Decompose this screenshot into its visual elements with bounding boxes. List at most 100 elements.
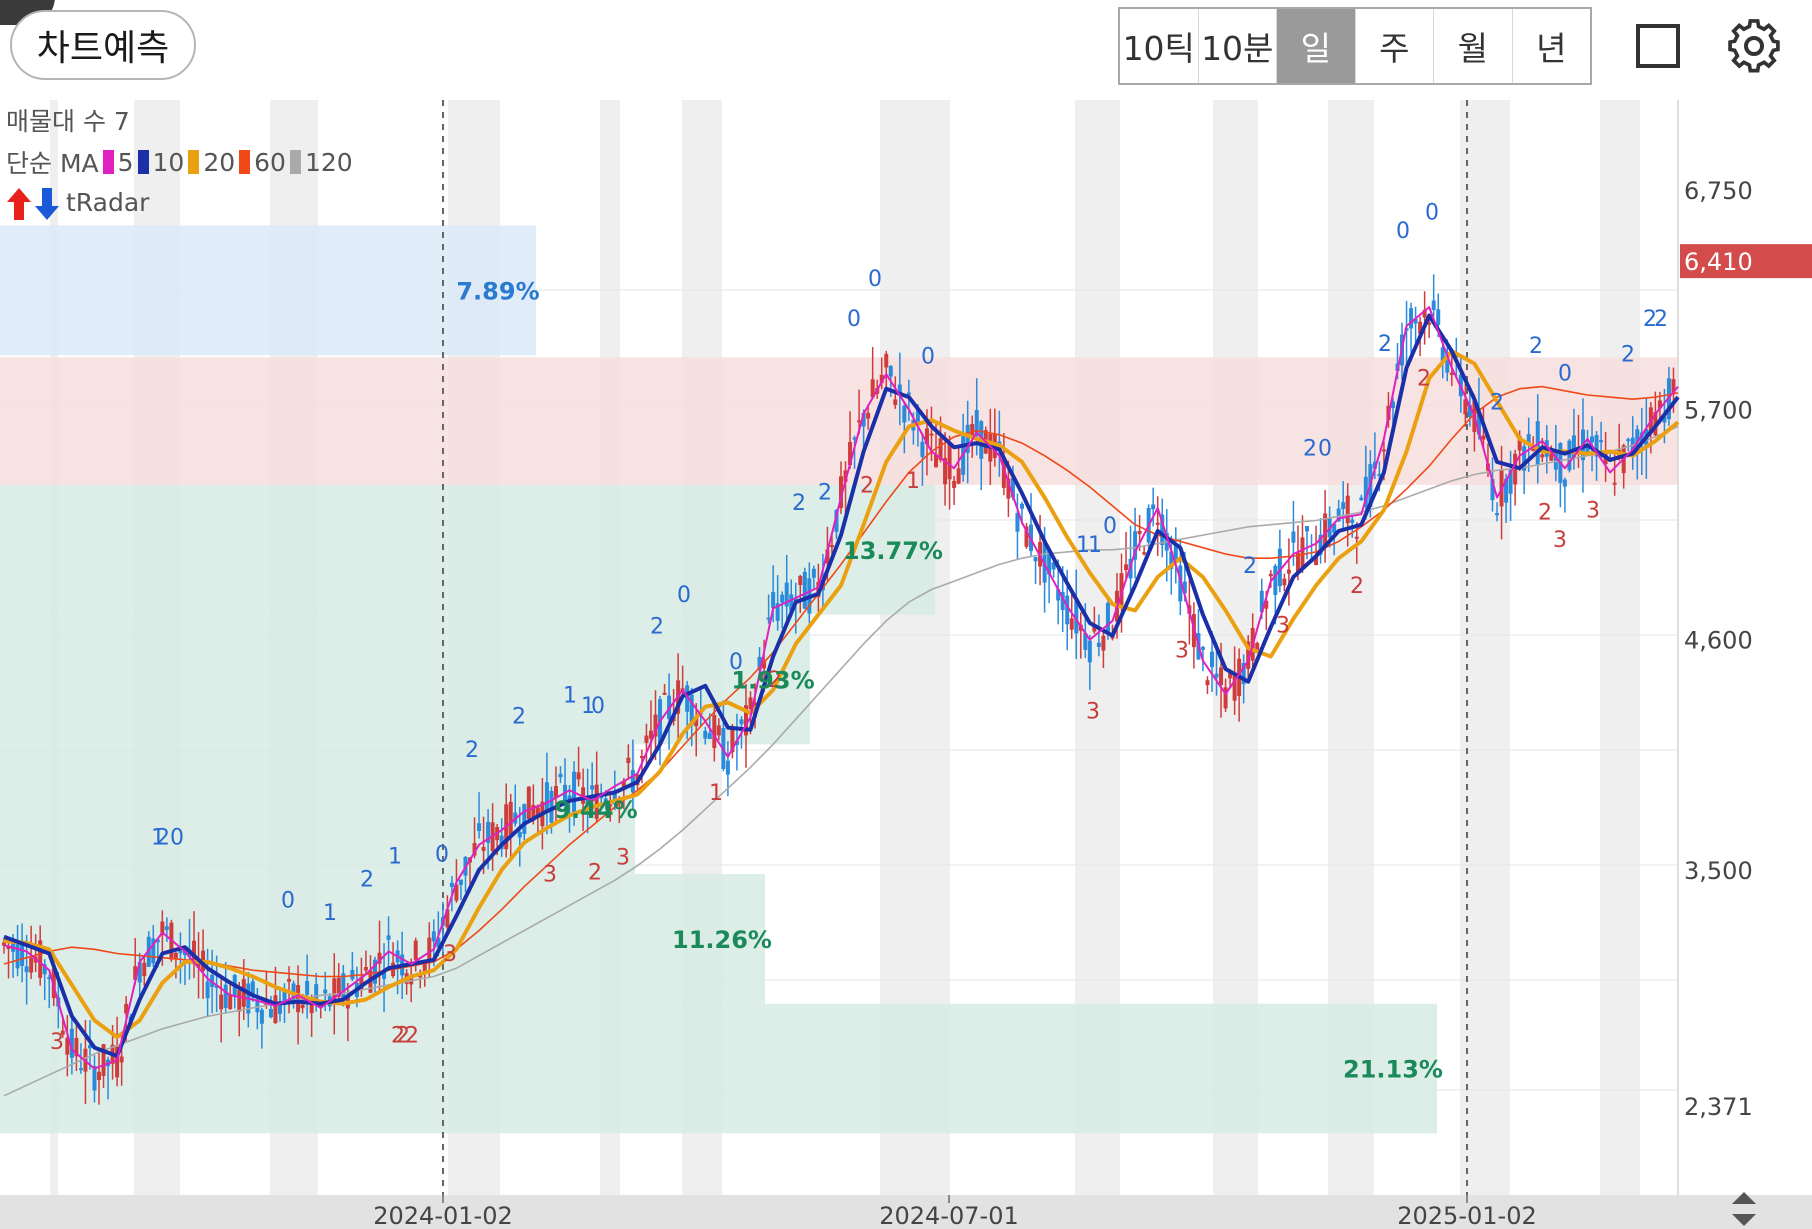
volume-zone-percent: 21.13% [1343,1056,1443,1084]
tradar-signal: 0 [921,345,935,370]
candle-body [178,950,183,954]
candle-body [449,882,454,887]
candle-body [1151,504,1156,510]
candle-body [1065,595,1070,625]
candle-body [1422,309,1427,318]
volume-profile-legend: 매물대 수 7 [6,107,130,136]
x-axis-strip [0,1195,1812,1229]
fullscreen-square-icon[interactable] [1636,24,1680,68]
candle-body [1418,321,1423,334]
ma20-line [3,349,1680,1040]
candle-body [1286,569,1291,574]
candle-body [146,936,151,967]
ma-legend-title: 단순 MA [6,149,99,178]
candle-body [1241,663,1246,685]
candle-body [1639,432,1644,443]
period-tab-10min[interactable]: 10분 [1199,9,1277,83]
tradar-signal: 2 [1350,574,1364,599]
candle-body [1214,673,1219,678]
candle-body [870,379,875,398]
candle-body [630,770,635,793]
tradar-signal: 2 [1378,332,1392,357]
candle-body [947,443,952,480]
tradar-signal: 1 [581,694,595,719]
tradar-signal: 0 [1425,200,1439,225]
candle-body [535,807,540,818]
candle-body [445,909,450,928]
tradar-signal: 2 [1529,334,1543,359]
y-tick-label: 6,750 [1684,177,1753,205]
candle-body [1205,680,1210,686]
period-tab-year[interactable]: 년 [1536,29,1567,68]
candle-body [572,771,577,816]
candle-body [924,428,929,445]
tradar-signal: 3 [543,862,557,887]
candle-body [594,784,599,819]
candle-body [725,760,730,775]
candle-body [241,979,246,1007]
candle-body [119,1056,124,1063]
candle-body [621,780,626,790]
candle-body [789,594,794,612]
month-band [1460,100,1510,1195]
tradar-signal: 2 [1621,343,1635,368]
candle-body [1540,454,1545,458]
period-tab-week[interactable]: 주 [1356,9,1434,83]
candle-body [1463,399,1468,415]
candle-body [300,1004,305,1009]
candle-body [662,692,667,695]
candle-body [454,884,459,901]
candle-body [775,603,780,621]
candle-body [87,1045,92,1049]
period-tab-day[interactable]: 일 [1277,9,1356,83]
tradar-signal: 3 [1276,614,1290,639]
candle-body [314,984,319,1001]
candle-body [653,714,658,737]
candle-body [115,1046,120,1078]
period-tab-month[interactable]: 월 [1434,9,1513,83]
candle-body [1105,602,1110,635]
candle-body [1087,640,1092,663]
candle-body [517,831,522,838]
candle-body [929,433,934,436]
candle-body [1671,379,1676,394]
candle-body [1083,633,1088,650]
candle-body [214,985,219,988]
tradar-signal: 1 [906,469,920,494]
resize-handle-icon[interactable] [1732,1192,1756,1226]
candle-body [1291,531,1296,543]
tradar-signal: 22 [391,1024,419,1049]
tradar-signal: 3 [443,942,457,967]
candle-body [1526,434,1531,446]
ma60-label: 60 [254,147,286,177]
candle-body [1427,322,1432,325]
candle-body [956,468,961,484]
candle-body [1440,347,1445,361]
y-tick-label: 3,500 [1684,857,1753,885]
tradar-signal: 0 [847,307,861,332]
candle-body [1259,590,1264,613]
ma60-line [3,385,1679,978]
volume-zone [0,874,765,1004]
candle-body [1124,564,1129,571]
candle-body [1169,551,1174,569]
gear-icon[interactable] [1726,18,1782,74]
candle-body [626,757,631,763]
top-toolbar: 차트예측 10틱 10분 일 주 월 년 [0,0,1812,100]
candle-body [318,1004,323,1007]
candle-body [386,935,391,940]
chart-predict-button[interactable]: 차트예측 [10,10,196,80]
period-tab-10tick[interactable]: 10틱 [1120,9,1199,83]
candle-body [829,545,834,548]
candle-body [689,694,694,726]
candle-body [133,966,138,980]
candle-body [422,963,427,974]
candle-body [848,441,853,466]
candle-body [477,823,482,831]
candle-body [1567,440,1572,471]
candle-body [1314,556,1319,566]
tradar-signal: 2 [1490,391,1504,416]
x-tick-label: 2024-07-01 [879,1202,1018,1229]
candle-body [712,715,717,749]
